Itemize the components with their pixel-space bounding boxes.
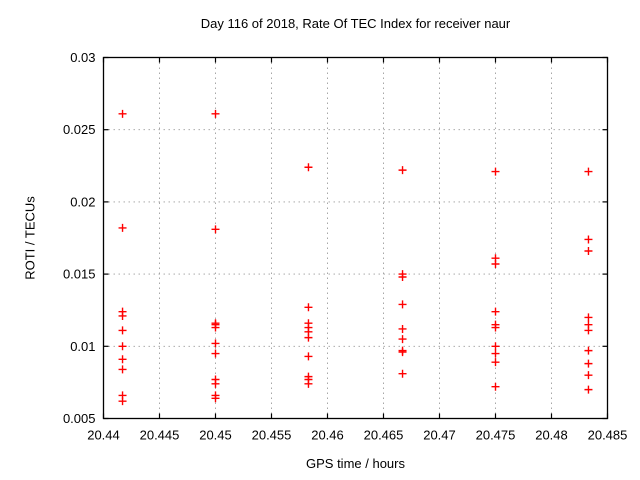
y-tick-label: 0.02 (70, 194, 95, 209)
x-tick-label: 20.45 (199, 428, 232, 443)
x-tick-label: 20.455 (252, 428, 292, 443)
plot-border (102, 56, 609, 420)
data-point-marker (304, 352, 313, 361)
data-point-marker (211, 323, 220, 332)
data-point-marker (584, 313, 593, 322)
data-point-marker (398, 166, 407, 175)
data-point-marker (211, 339, 220, 348)
x-tick-label: 20.48 (535, 428, 568, 443)
data-point-marker (211, 349, 220, 358)
data-point-marker (491, 259, 500, 268)
data-point-marker (118, 326, 127, 335)
y-tick-label: 0.015 (63, 267, 96, 282)
data-point-marker (211, 394, 220, 403)
data-point-marker (584, 359, 593, 368)
data-point-marker (491, 167, 500, 176)
x-tick-label: 20.445 (140, 428, 180, 443)
data-point-marker (584, 346, 593, 355)
data-point-marker (304, 333, 313, 342)
data-point-marker (118, 109, 127, 118)
data-point-marker (584, 167, 593, 176)
y-tick-label: 0.025 (63, 122, 96, 137)
data-point-marker (118, 223, 127, 232)
x-tick-label: 20.44 (87, 428, 120, 443)
data-point-marker (584, 246, 593, 255)
y-tick-label: 0.01 (70, 339, 95, 354)
data-point-marker (491, 349, 500, 358)
data-point-marker (118, 311, 127, 320)
data-point-marker (118, 365, 127, 374)
data-point-marker (118, 342, 127, 351)
data-point-marker (118, 397, 127, 406)
data-point-marker (584, 235, 593, 244)
data-point-marker (584, 326, 593, 335)
data-point-marker (398, 369, 407, 378)
data-point-marker (584, 385, 593, 394)
data-point-marker (211, 379, 220, 388)
data-point-marker (584, 371, 593, 380)
data-point-marker (304, 379, 313, 388)
x-tick-label: 20.46 (311, 428, 344, 443)
data-point-marker (398, 348, 407, 357)
data-point-marker (491, 382, 500, 391)
x-tick-label: 20.465 (364, 428, 404, 443)
data-point-marker (304, 163, 313, 172)
data-point-marker (491, 323, 500, 332)
x-tick-label: 20.475 (476, 428, 516, 443)
data-point-marker (491, 342, 500, 351)
data-point-marker (211, 225, 220, 234)
data-point-marker (398, 272, 407, 281)
x-axis-label: GPS time / hours (306, 456, 405, 471)
data-point-marker (118, 355, 127, 364)
data-point-marker (398, 335, 407, 344)
x-tick-label: 20.485 (588, 428, 628, 443)
data-point-marker (491, 358, 500, 367)
data-point-marker (491, 307, 500, 316)
data-point-marker (398, 324, 407, 333)
y-tick-label: 0.03 (70, 50, 95, 65)
x-tick-label: 20.47 (423, 428, 456, 443)
data-point-marker (398, 300, 407, 309)
data-point-marker (211, 109, 220, 118)
data-point-marker (304, 303, 313, 312)
y-tick-label: 0.005 (63, 411, 96, 426)
chart-title: Day 116 of 2018, Rate Of TEC Index for r… (200, 16, 511, 31)
